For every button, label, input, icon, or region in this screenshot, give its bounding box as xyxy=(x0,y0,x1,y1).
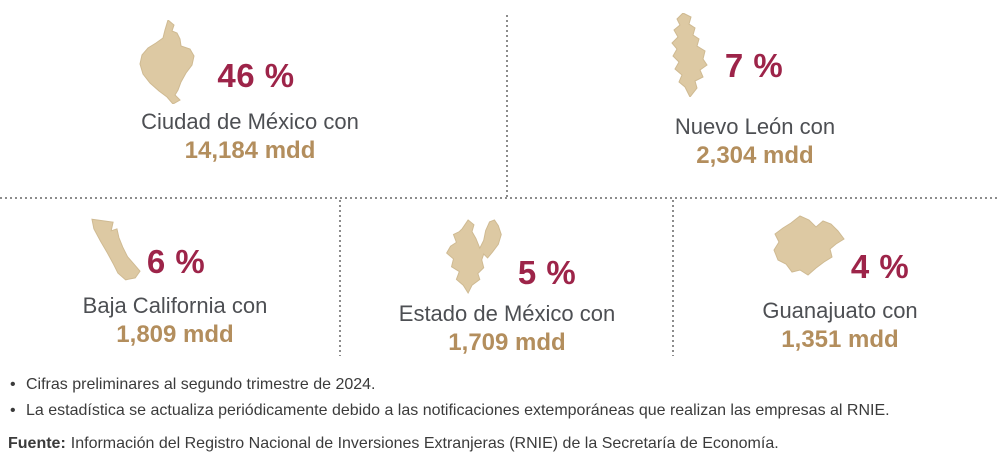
state-block-ciudad-de-mexico: 46 % Ciudad de México con 14,184 mdd xyxy=(100,20,400,165)
estado-de-mexico-map-icon xyxy=(445,219,502,295)
amount-value: 1,351 mdd xyxy=(781,326,899,353)
source-line: Fuente: Información del Registro Nacional… xyxy=(8,433,779,455)
state-name: Guanajuato con xyxy=(762,298,918,323)
percent-value: 46 % xyxy=(217,57,295,94)
state-block-nuevo-leon: 7 % Nuevo León con 2,304 mdd xyxy=(610,13,900,170)
map-percent-row: 46 % xyxy=(65,20,365,104)
amount-value: 14,184 mdd xyxy=(184,137,316,164)
state-name: Baja California con xyxy=(82,293,268,318)
state-block-baja-california: 6 % Baja California con 1,809 mdd xyxy=(25,218,325,349)
guanajuato-map-icon xyxy=(773,215,845,276)
footnote-item: La estadística se actualiza periódicamen… xyxy=(8,398,890,424)
source-text: Información del Registro Nacional de Inv… xyxy=(70,435,779,452)
percent-value: 7 % xyxy=(724,47,784,84)
divider-vertical-bottom-left xyxy=(339,200,341,356)
state-name: Estado de México con xyxy=(398,301,616,326)
divider-vertical-bottom-right xyxy=(672,200,674,356)
divider-horizontal xyxy=(0,197,1000,199)
amount-value: 1,809 mdd xyxy=(116,321,234,348)
map-percent-row: 6 % xyxy=(0,218,298,282)
percent-value: 5 % xyxy=(517,254,577,291)
source-label: Fuente: xyxy=(8,435,66,452)
map-percent-row: 7 % xyxy=(580,13,870,97)
map-percent-row: 4 % xyxy=(690,215,990,285)
map-percent-row: 5 % xyxy=(357,217,657,295)
nuevo-leon-map-icon xyxy=(671,13,708,97)
ciudad-de-mexico-map-icon xyxy=(139,20,195,104)
state-block-estado-de-mexico: 5 % Estado de México con 1,709 mdd xyxy=(357,217,657,357)
baja-california-map-icon xyxy=(91,218,141,281)
amount-value: 1,709 mdd xyxy=(448,329,566,356)
footnotes-list: Cifras preliminares al segundo trimestre… xyxy=(8,372,890,424)
divider-vertical-top xyxy=(506,15,508,198)
percent-value: 4 % xyxy=(850,248,910,285)
state-name: Nuevo León con xyxy=(674,114,836,139)
state-name: Ciudad de México con xyxy=(141,109,359,134)
state-block-guanajuato: 4 % Guanajuato con 1,351 mdd xyxy=(690,215,990,354)
percent-value: 6 % xyxy=(146,243,206,280)
amount-value: 2,304 mdd xyxy=(696,142,814,169)
footnote-item: Cifras preliminares al segundo trimestre… xyxy=(8,372,890,398)
